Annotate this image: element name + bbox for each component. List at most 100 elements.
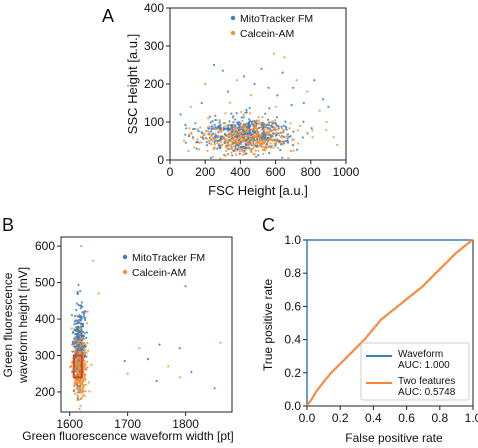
panel-b-point-mitotracker (76, 327, 79, 330)
panel-b-gate-box (72, 354, 83, 379)
panel-a-point-calcein (220, 141, 223, 144)
panel-a-point-calcein (271, 138, 274, 141)
panel-a-point-calcein (224, 145, 228, 148)
panel-a-point-calcein (233, 126, 236, 129)
panel-a-point-calcein (262, 142, 265, 145)
panel-a-point-calcein (281, 140, 284, 143)
panel-b-point-calcein (74, 373, 78, 376)
panel-a-point-calcein (255, 129, 259, 132)
panel-a-point-mitotracker (242, 116, 245, 119)
panel-a-point-mitotracker (235, 112, 238, 115)
panel-a-point-calcein (249, 94, 253, 97)
panel-a-point-calcein (219, 157, 222, 160)
panel-b-plot-frame (60, 236, 233, 413)
panel-a-point-mitotracker (267, 121, 271, 124)
panel-a-point-mitotracker (285, 139, 288, 143)
panel-a-point-mitotracker (207, 127, 210, 130)
panel-b-point-mitotracker (80, 301, 83, 304)
panel-a-point-mitotracker (214, 118, 217, 122)
panel-a-point-calcein (224, 154, 227, 157)
panel-a-point-calcein (234, 133, 238, 136)
panel-a-y-ticks: 0 100 200 300 400 (144, 1, 170, 167)
panel-a-point-calcein (246, 142, 250, 145)
panel-a-point-calcein (295, 79, 298, 82)
panel-a-point-calcein (274, 119, 277, 122)
panel-c-legend-auc-waveform: AUC: 1.000 (398, 360, 450, 371)
panel-a-point-calcein (235, 153, 238, 156)
panel-a-point-mitotracker (214, 114, 217, 117)
panel-a-legend: MitoTracker FM Calcein-AM (230, 13, 313, 40)
panel-b-y-axis-label-line2: waveform height [mV] (16, 267, 30, 384)
panel-b-point-calcein (219, 341, 222, 344)
panel-a-point-mitotracker (256, 144, 259, 147)
panel-a-point-calcein (207, 117, 210, 120)
panel-a-point-calcein (211, 133, 214, 136)
panel-b-point-calcein (75, 359, 79, 362)
panel-b-point-calcein (126, 372, 129, 375)
panel-a-point-mitotracker (219, 138, 222, 141)
panel-b-point-calcein (77, 364, 80, 367)
panel-b-point-mitotracker (79, 290, 82, 293)
panel-a-point-calcein (283, 136, 287, 139)
panel-a-point-mitotracker (231, 131, 234, 134)
panel-a-legend-marker-mitotracker (230, 15, 236, 21)
panel-b-point-mitotracker (80, 348, 83, 351)
panel-a-point-calcein (238, 150, 241, 153)
panel-a-point-mitotracker (310, 127, 313, 130)
panel-b-point-mitotracker (71, 370, 74, 373)
panel-a-point-calcein (263, 122, 266, 125)
panel-b-point-calcein (77, 395, 80, 398)
panel-a-point-calcein (196, 138, 199, 141)
panel-a-point-mitotracker (262, 127, 265, 130)
panel-a-point-calcein (265, 145, 268, 148)
panel-b-point-calcein (69, 365, 72, 368)
panel-a-point-mitotracker (238, 152, 241, 155)
panel-a-point-mitotracker (245, 152, 248, 155)
panel-a-point-calcein (325, 120, 328, 124)
panel-b-point-calcein (76, 368, 79, 371)
panel-a-point-calcein (266, 127, 269, 130)
panel-a-point-calcein (225, 140, 229, 143)
panel-b-point-calcein (79, 328, 82, 331)
panel-c-y-tick-label: 1.0 (284, 233, 301, 247)
panel-a-point-mitotracker (227, 126, 230, 129)
panel-a-point-calcein (190, 131, 193, 134)
panel-b-point-mitotracker (178, 347, 181, 350)
panel-a-point-mitotracker (238, 142, 241, 145)
panel-a-point-mitotracker (231, 127, 234, 130)
panel-a-point-calcein (204, 82, 207, 86)
panel-a-x-tick-label: 800 (301, 165, 321, 179)
panel-b-point-calcein (87, 381, 90, 384)
panel-a-point-mitotracker (208, 136, 211, 139)
panel-b-legend: MitoTracker FM Calcein-AM (122, 252, 205, 279)
panel-b-y-tick-label: 400 (35, 312, 55, 326)
panel-a-point-calcein (265, 147, 268, 150)
panel-a-point-mitotracker (184, 123, 187, 127)
panel-b-x-tick-label: 1800 (172, 417, 199, 431)
panel-a-point-mitotracker (257, 126, 260, 130)
panel-b-point-calcein (79, 382, 82, 385)
panel-b-point-calcein (78, 381, 81, 384)
panel-b-point-mitotracker (76, 349, 80, 352)
panel-b-point-calcein (138, 347, 141, 350)
panel-a-point-calcein (297, 142, 300, 145)
panel-c-y-tick-label: 0.4 (284, 333, 301, 347)
panel-b-point-mitotracker (77, 390, 80, 394)
panel-b-point-calcein (75, 379, 78, 382)
panel-a-point-mitotracker (264, 112, 267, 115)
panel-a-point-mitotracker (268, 124, 271, 127)
panel-a-point-mitotracker (284, 120, 287, 123)
panel-a-point-calcein (228, 101, 232, 104)
panel-b-point-mitotracker (77, 320, 80, 323)
panel-a-point-calcein (257, 149, 260, 152)
panel-a-point-calcein (279, 136, 282, 139)
panel-b-point-calcein (78, 326, 81, 329)
panel-a-point-calcein (243, 138, 246, 141)
panel-b-point-mitotracker (80, 322, 83, 325)
panel-a-point-calcein (336, 143, 339, 146)
panel-a-point-calcein (269, 129, 272, 132)
panel-a-point-mitotracker (292, 86, 295, 89)
panel-a-point-mitotracker (282, 124, 285, 127)
panel-b-point-calcein (84, 383, 87, 386)
panel-a-point-mitotracker (286, 137, 289, 140)
